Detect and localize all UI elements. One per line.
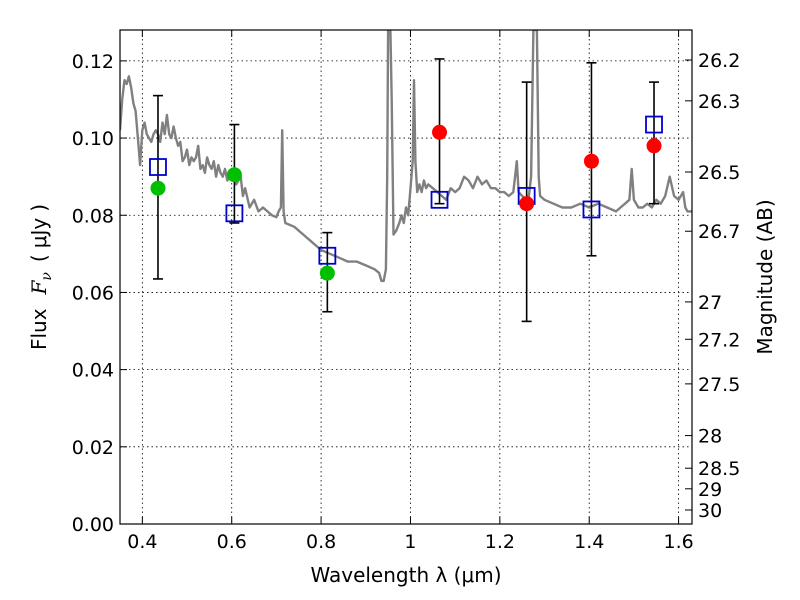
plot-frame bbox=[119, 29, 693, 525]
y-axis-label-subscript: ν bbox=[39, 272, 55, 281]
y-axis-label-close: ) bbox=[27, 204, 51, 212]
observed-point-marker bbox=[226, 167, 242, 183]
model-square-marker bbox=[582, 200, 601, 219]
x-tick-label: 1.2 bbox=[485, 531, 515, 553]
observed-point-marker bbox=[646, 138, 662, 154]
model-square-marker bbox=[225, 204, 244, 223]
model-square-marker bbox=[430, 190, 449, 209]
mag-tick-label: 28.5 bbox=[698, 458, 740, 480]
error-bars bbox=[152, 58, 660, 323]
y-tick-label: 0.04 bbox=[72, 360, 114, 382]
observed-point-marker bbox=[432, 124, 448, 140]
y-tick-label: 0.08 bbox=[72, 205, 114, 227]
observed-point-marker bbox=[519, 196, 535, 212]
observed-point-marker bbox=[150, 180, 166, 196]
y-axis-label-open: ( bbox=[27, 254, 51, 262]
observed-point-marker bbox=[583, 153, 599, 169]
y-axis-label-prefix: Flux bbox=[27, 308, 51, 350]
y-tick-label: 0.02 bbox=[72, 437, 114, 459]
y-axis-label-unit: μJy bbox=[27, 218, 51, 249]
x-tick-label: 0.6 bbox=[217, 531, 247, 553]
y-tick-label: 0.06 bbox=[72, 282, 114, 304]
mag-tick-label: 26.3 bbox=[698, 91, 740, 113]
spectrum-line bbox=[120, 30, 692, 283]
y-axis-label: Flux Fν ( μJy) bbox=[27, 204, 55, 350]
mag-tick-label: 29 bbox=[698, 479, 722, 501]
mag-tick-label: 27 bbox=[698, 292, 722, 314]
tick-labels: 0.4 0.6 0.8 1 1.2 1.4 1.6 0.00 0.02 0.04 0.06 0.08 0… bbox=[72, 50, 741, 553]
mag-tick-label: 27.2 bbox=[698, 329, 740, 351]
mag-tick-label: 26.5 bbox=[698, 162, 740, 184]
y-tick-label: 0.00 bbox=[72, 514, 114, 536]
y-tick-label: 0.10 bbox=[72, 128, 114, 150]
x-tick-label: 0.8 bbox=[306, 531, 336, 553]
mag-tick-label: 26.2 bbox=[698, 50, 740, 72]
mag-tick-label: 27.5 bbox=[698, 374, 740, 396]
x-tick-label: 1 bbox=[404, 531, 416, 553]
x-tick-label: 0.4 bbox=[127, 531, 157, 553]
axis-ticks bbox=[120, 30, 692, 525]
y-tick-label: 0.12 bbox=[72, 51, 114, 73]
x-tick-label: 1.6 bbox=[663, 531, 693, 553]
model-square-marker bbox=[318, 246, 337, 265]
model-square-marker bbox=[149, 158, 167, 176]
data-markers bbox=[149, 115, 663, 281]
y-axis-label-symbol: F bbox=[27, 279, 51, 295]
model-square-marker bbox=[645, 115, 663, 134]
mag-tick-label: 30 bbox=[698, 500, 722, 522]
observed-point-marker bbox=[319, 265, 335, 281]
spectrum-layer bbox=[120, 30, 692, 283]
mag-tick-label: 26.7 bbox=[698, 221, 740, 243]
x-tick-label: 1.4 bbox=[574, 531, 604, 553]
mag-tick-label: 28 bbox=[698, 426, 722, 448]
x-axis-label: Wavelength λ (μm) bbox=[310, 563, 501, 587]
magnitude-axis-label: Magnitude (AB) bbox=[753, 199, 777, 354]
grid-lines bbox=[120, 30, 692, 525]
